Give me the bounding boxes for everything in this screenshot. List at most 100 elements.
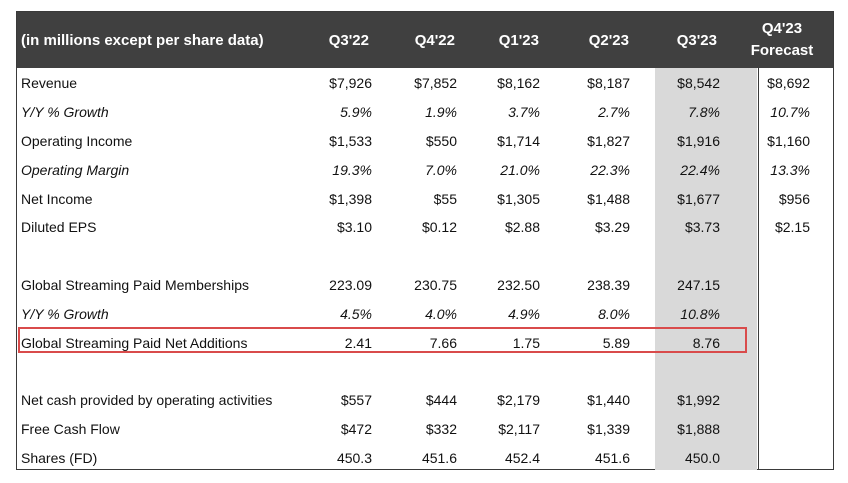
cell-value: 2.41 [344,335,372,351]
col-forecast: Forecast [750,42,814,59]
cell-value: 223.09 [329,277,372,293]
cell-value: 4.9% [508,306,540,322]
cell-value: $3.10 [336,219,372,235]
cell-value: 2.7% [598,104,630,120]
cell-value: $550 [425,133,457,149]
cell-value: $2.88 [504,219,540,235]
cell-value: $557 [340,392,372,408]
cell-value: $1,440 [587,392,630,408]
row-label: Revenue [21,75,78,91]
cell-value: 19.3% [332,162,372,178]
cell-value: $1,992 [677,392,720,408]
cell-value: 3.7% [508,104,540,120]
cell-value: $8,542 [677,75,720,91]
row-label: Shares (FD) [21,450,98,466]
table-row: Shares (FD) 450.3 451.6 452.4 451.6 450.0 [17,447,833,471]
table-row: Global Streaming Paid Memberships 223.09 2… [17,274,833,298]
cell-value: $1,160 [767,133,810,149]
cell-value: $444 [425,392,457,408]
row-label: Global Streaming Paid Memberships [21,277,249,293]
row-label: Y/Y % Growth [21,104,109,120]
cell-value: $3.73 [684,219,720,235]
cell-value: $1,888 [677,421,720,437]
row-label: Net Income [21,191,93,207]
cell-value: $7,852 [414,75,457,91]
cell-value: 10.8% [680,306,720,322]
table-row: Global Streaming Paid Net Additions 2.41 7… [17,332,833,356]
row-label: Y/Y % Growth [21,306,109,322]
cell-value: $55 [433,191,457,207]
cell-value: $8,692 [767,75,810,91]
cell-value: $956 [778,191,810,207]
cell-value: 8.76 [692,335,720,351]
cell-value: $1,339 [587,421,630,437]
cell-value: 238.39 [587,277,630,293]
cell-value: $3.29 [594,219,630,235]
row-label: Diluted EPS [21,219,97,235]
cell-value: 450.3 [336,450,372,466]
row-label: Operating Income [21,133,133,149]
cell-value: $1,677 [677,191,720,207]
cell-value: $2.15 [774,219,810,235]
cell-value: $1,488 [587,191,630,207]
cell-value: 7.0% [425,162,457,178]
financial-table: (in millions except per share data) Q3'2… [16,11,834,470]
cell-value: $1,714 [497,133,540,149]
col-q3-23: Q3'23 [676,32,717,49]
cell-value: 4.5% [340,306,372,322]
cell-value: 451.6 [594,450,630,466]
cell-value: $0.12 [421,219,457,235]
cell-value: 451.6 [421,450,457,466]
cell-value: 7.66 [429,335,457,351]
table-header: (in millions except per share data) Q3'2… [17,12,833,68]
cell-value: $1,827 [587,133,630,149]
cell-value: 22.4% [680,162,720,178]
cell-value: $1,916 [677,133,720,149]
row-label: Global Streaming Paid Net Additions [21,335,248,351]
table-row: Y/Y % Growth 4.5% 4.0% 4.9% 8.0% 10.8% [17,303,833,327]
cell-value: $7,926 [329,75,372,91]
table-row: Net Income $1,398 $55 $1,305 $1,488 $1,677 $95… [17,188,833,212]
table-row: Operating Margin 19.3% 7.0% 21.0% 22.3% 22.4%… [17,159,833,183]
cell-value: 21.0% [500,162,540,178]
cell-value: 232.50 [497,277,540,293]
table-row: Revenue $7,926 $7,852 $8,162 $8,187 $8,542 $8,… [17,72,833,96]
cell-value: 22.3% [590,162,630,178]
cell-value: $1,305 [497,191,540,207]
cell-value: 450.0 [684,450,720,466]
table-row: Y/Y % Growth 5.9% 1.9% 3.7% 2.7% 7.8% 10.7% [17,101,833,125]
cell-value: 1.9% [425,104,457,120]
net-additions-highlight [18,327,747,353]
row-label: Net cash provided by operating activitie… [21,392,273,408]
cell-value: 452.4 [504,450,540,466]
cell-value: 5.9% [340,104,372,120]
cell-value: $8,162 [497,75,540,91]
col-q2-23: Q2'23 [588,32,629,49]
q3-23-column-shading [655,68,757,470]
cell-value: 230.75 [414,277,457,293]
cell-value: $2,179 [497,392,540,408]
cell-value: 1.75 [512,335,540,351]
cell-value: 10.7% [770,104,810,120]
col-q4-23: Q4'23 [761,20,803,37]
cell-value: 5.89 [602,335,630,351]
cell-value: $332 [425,421,457,437]
cell-value: 247.15 [677,277,720,293]
cell-value: 7.8% [688,104,720,120]
cell-value: $472 [340,421,372,437]
table-row: Net cash provided by operating activitie… [17,389,833,413]
col-q4-22: Q4'22 [414,32,455,49]
cell-value: $1,398 [329,191,372,207]
cell-value: $1,533 [329,133,372,149]
col-q3-22: Q3'22 [328,32,369,49]
table-row: Free Cash Flow $472 $332 $2,117 $1,339 $1,888 [17,418,833,442]
header-label: (in millions except per share data) [21,32,264,49]
cell-value: $8,187 [587,75,630,91]
cell-value: 8.0% [598,306,630,322]
col-q1-23: Q1'23 [498,32,539,49]
row-label: Operating Margin [21,162,130,178]
table-row: Diluted EPS $3.10 $0.12 $2.88 $3.29 $3.73 $2.1… [17,216,833,240]
forecast-divider [758,68,759,470]
cell-value: 4.0% [425,306,457,322]
table-row: Operating Income $1,533 $550 $1,714 $1,827 $1… [17,130,833,154]
